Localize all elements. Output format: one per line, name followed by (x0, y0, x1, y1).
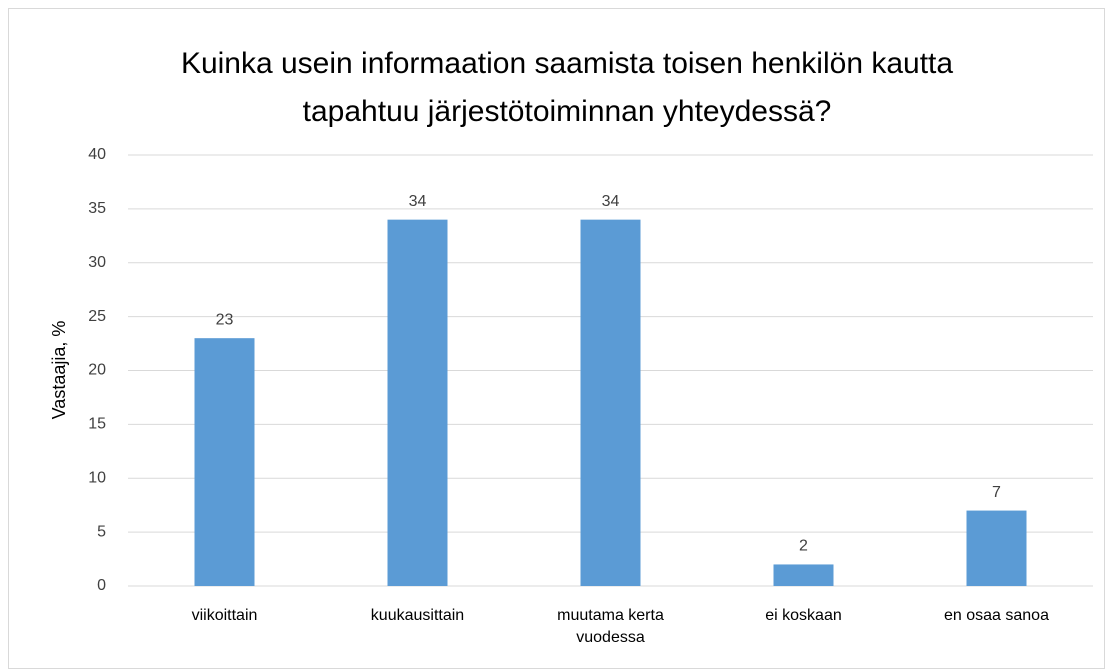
y-tick-label: 10 (88, 469, 106, 486)
bar (194, 338, 255, 586)
x-tick-label: muutama kerta vuodessa (557, 607, 664, 646)
y-tick-label: 20 (88, 362, 106, 379)
data-label: 34 (602, 193, 620, 210)
bar (580, 219, 641, 586)
y-tick-label: 5 (97, 523, 106, 540)
chart-title: Kuinka usein informaation saamista toise… (180, 47, 954, 128)
y-axis-label: Vastaajia, % (49, 321, 69, 420)
data-label: 23 (216, 311, 234, 328)
x-tick-label: kuukausittain (370, 607, 465, 624)
y-tick-label: 35 (88, 200, 106, 217)
y-tick-label: 30 (88, 254, 106, 271)
y-tick-label: 40 (88, 146, 106, 163)
bar (966, 510, 1027, 586)
y-tick-label: 25 (88, 308, 106, 325)
x-tick-label: ei koskaan (765, 607, 842, 624)
data-label: 7 (992, 484, 1001, 501)
data-label: 2 (799, 538, 808, 555)
x-tick-label: viikoittain (191, 607, 258, 624)
x-tick-label: en osaa sanoa (944, 607, 1049, 624)
y-tick-label: 0 (97, 577, 106, 594)
bar (387, 219, 448, 586)
data-label: 34 (409, 193, 427, 210)
chart-border (8, 8, 1105, 669)
y-tick-label: 15 (88, 416, 106, 433)
bar (773, 564, 834, 586)
